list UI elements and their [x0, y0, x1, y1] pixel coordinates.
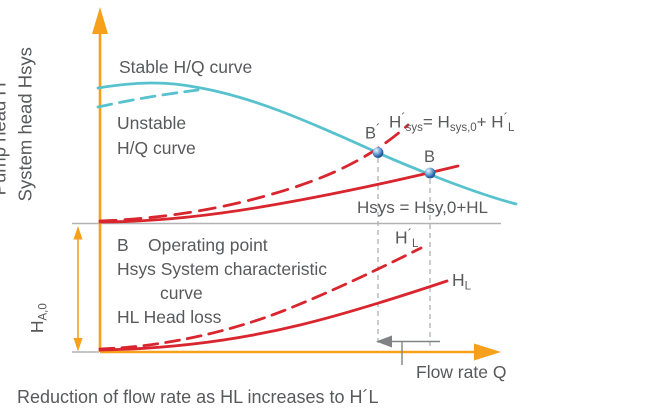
formula-prime1: ´: [401, 110, 406, 125]
unstable-curve-label-line1: Unstable: [117, 113, 187, 133]
flow-reduction-arrowhead-icon: [376, 335, 392, 348]
hl-prime-h: H: [395, 227, 408, 248]
head-loss-curve-increased: [98, 246, 423, 351]
static-head-sub: A,0: [37, 303, 50, 321]
formula-sub3: L: [507, 122, 515, 134]
static-head-h: H: [26, 320, 47, 334]
operating-point-b-prime-marker: [372, 147, 384, 158]
unstable-curve-label-line2: H/Q curve: [117, 138, 196, 158]
caption: Reduction of flow rate as HL increases t…: [17, 387, 379, 407]
formula-b-prime: H´sys= Hsys,0+ H´L: [389, 110, 515, 135]
y-axis-arrowhead-icon: [92, 7, 108, 34]
formula-sub1: sys: [405, 122, 423, 134]
hl-sub: L: [464, 280, 472, 293]
system-curve: [98, 164, 460, 224]
point-b-prime-mark: ´: [376, 121, 381, 136]
formula-prime2: ´: [503, 110, 508, 125]
system-curve-increased-loss: [98, 123, 410, 223]
static-head-arrow-down-icon: [73, 338, 83, 352]
legend-row-operating-point: B Operating point: [117, 235, 268, 255]
formula-h1: H: [389, 112, 402, 132]
x-axis-label: Flow rate Q: [416, 362, 507, 382]
head-loss-increased-label: H´L: [395, 226, 419, 251]
hl-h: H: [452, 270, 465, 290]
operating-point-b-marker: [424, 167, 436, 179]
point-b-prime-label: B´: [365, 121, 381, 143]
legend-row-head-loss: HL Head loss: [117, 307, 222, 327]
formula-plus: + H: [476, 112, 504, 132]
legend-row-system-characteristic: Hsys System characteristic: [117, 259, 328, 279]
system-curve-equation: Hsys = Hsy,0+HL: [357, 198, 489, 217]
head-loss-curve: [98, 279, 449, 352]
formula-equals: = H: [422, 112, 450, 132]
y-axis-label-pump-head: Pump head H: [0, 82, 10, 196]
static-head-label: HA,0: [26, 303, 50, 334]
y-axis-label-system-head: System head Hsys: [14, 47, 36, 202]
stable-curve-label: Stable H/Q curve: [119, 57, 253, 77]
static-head-arrow-up-icon: [73, 226, 83, 240]
legend-row-curve-wrap: curve: [160, 283, 203, 303]
hl-prime-mark: ´: [407, 226, 412, 241]
hl-prime-sub: L: [411, 238, 419, 250]
legend-key-b: B: [117, 235, 129, 255]
stable-hq-curve: [96, 81, 518, 206]
head-loss-label: HL: [452, 270, 472, 293]
unstable-hq-curve: [96, 88, 200, 109]
legend-value-operating-point: Operating point: [148, 235, 268, 255]
formula-sub2: sys,0: [449, 122, 477, 134]
point-b-prime-letter: B: [365, 124, 377, 143]
point-b-label: B: [424, 148, 436, 166]
x-axis-arrowhead-icon: [474, 343, 501, 361]
